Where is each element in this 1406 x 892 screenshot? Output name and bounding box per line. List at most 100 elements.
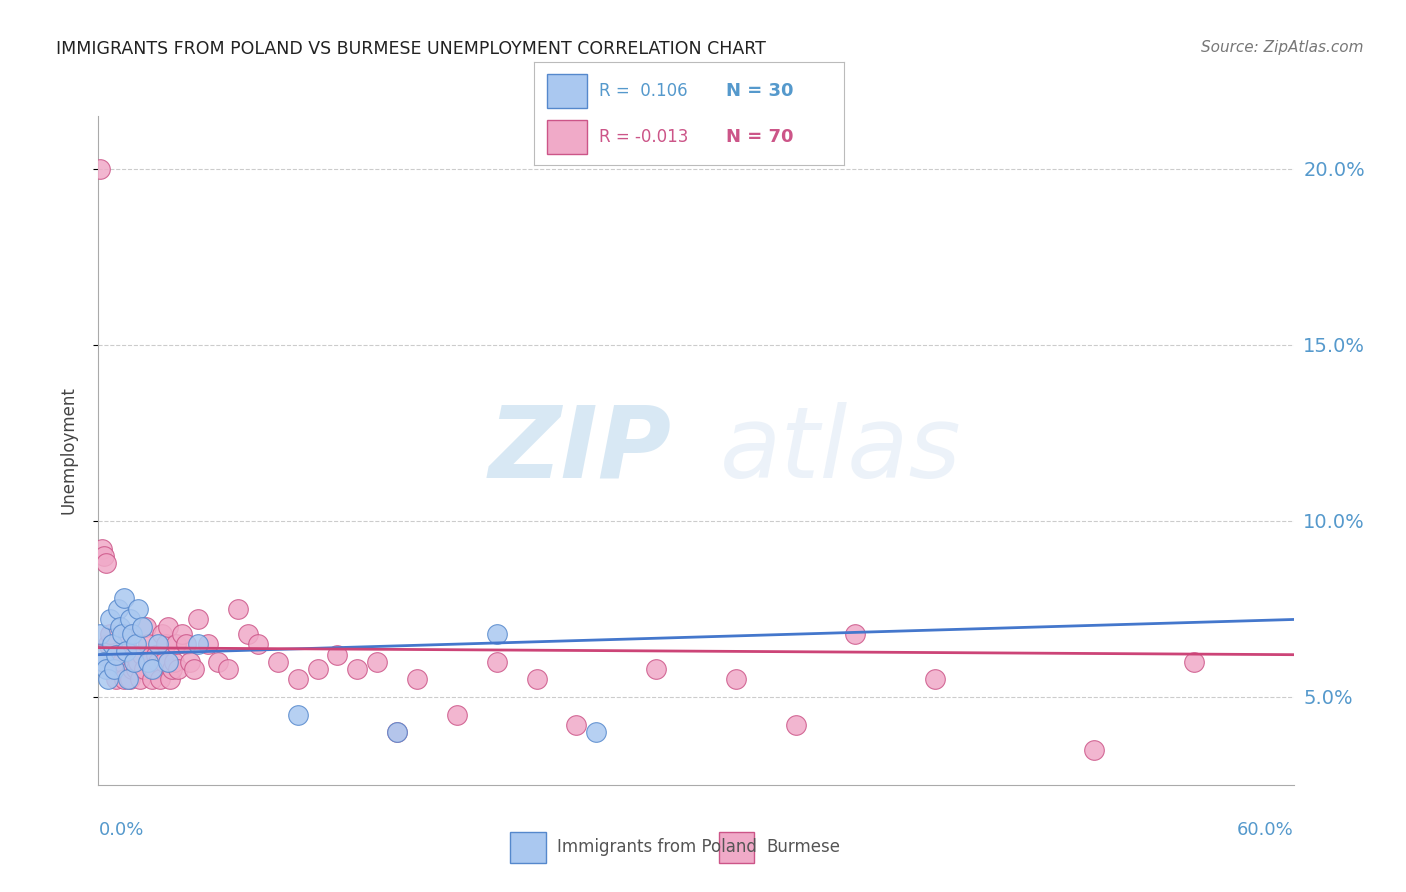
Point [446, 707, 468, 722]
Point [105, 673, 128, 687]
Point [159, 673, 181, 687]
Point [148, 655, 170, 669]
Text: 0.0%: 0.0% [98, 821, 143, 838]
Point [179, 655, 201, 669]
Text: Burmese: Burmese [766, 838, 839, 856]
Point [131, 619, 153, 633]
Point [485, 626, 508, 640]
Point [366, 655, 388, 669]
Text: R =  0.106: R = 0.106 [599, 82, 688, 100]
Text: IMMIGRANTS FROM POLAND VS BURMESE UNEMPLOYMENT CORRELATION CHART: IMMIGRANTS FROM POLAND VS BURMESE UNEMPL… [56, 40, 766, 58]
Text: ZIP: ZIP [489, 402, 672, 499]
Point [125, 662, 148, 676]
Point [207, 655, 229, 669]
Point [183, 662, 205, 676]
Point [149, 673, 172, 687]
Point [134, 662, 156, 676]
Point [385, 725, 409, 739]
Point [153, 655, 176, 669]
Text: Source: ZipAtlas.com: Source: ZipAtlas.com [1201, 40, 1364, 55]
Point [111, 626, 134, 640]
Point [139, 655, 162, 669]
Point [124, 648, 146, 662]
Point [111, 655, 134, 669]
Point [120, 673, 142, 687]
Y-axis label: Unemployment: Unemployment [59, 386, 77, 515]
Point [93, 655, 115, 669]
Point [121, 626, 143, 640]
Point [526, 673, 548, 687]
Point [287, 707, 309, 722]
Point [110, 619, 132, 633]
Point [125, 637, 148, 651]
Point [187, 637, 209, 651]
Point [172, 626, 194, 640]
Point [91, 542, 114, 557]
Point [326, 648, 349, 662]
Point [89, 161, 111, 176]
Point [287, 673, 309, 687]
Point [1182, 655, 1205, 669]
Point [187, 612, 209, 626]
FancyBboxPatch shape [510, 831, 546, 863]
Point [246, 637, 269, 651]
FancyBboxPatch shape [547, 74, 586, 108]
Point [112, 591, 135, 606]
Point [1083, 743, 1105, 757]
Point [197, 637, 219, 651]
Point [267, 655, 290, 669]
Point [100, 612, 122, 626]
Point [121, 662, 143, 676]
FancyBboxPatch shape [547, 120, 586, 153]
Point [135, 619, 157, 633]
Point [346, 662, 368, 676]
Point [127, 602, 149, 616]
Point [89, 626, 111, 640]
Text: R = -0.013: R = -0.013 [599, 128, 689, 145]
Point [585, 725, 607, 739]
Point [117, 626, 139, 640]
Point [93, 549, 115, 563]
Point [97, 637, 120, 651]
Point [217, 662, 239, 676]
Point [136, 637, 159, 651]
Text: N = 30: N = 30 [725, 82, 793, 100]
Point [112, 673, 135, 687]
Point [165, 637, 187, 651]
Text: N = 70: N = 70 [725, 128, 793, 145]
Point [96, 662, 118, 676]
Text: atlas: atlas [720, 402, 962, 499]
Point [150, 626, 173, 640]
Point [115, 644, 138, 658]
Point [124, 655, 146, 669]
Point [101, 637, 124, 651]
Point [163, 655, 186, 669]
Point [120, 612, 142, 626]
Point [157, 619, 180, 633]
Point [406, 673, 429, 687]
Point [105, 648, 128, 662]
Point [167, 662, 190, 676]
Point [226, 602, 249, 616]
Point [141, 662, 163, 676]
Point [101, 655, 124, 669]
Point [129, 673, 152, 687]
Point [160, 662, 183, 676]
Point [157, 655, 180, 669]
Point [91, 648, 114, 662]
Point [131, 648, 153, 662]
Point [565, 718, 588, 732]
Text: 60.0%: 60.0% [1237, 821, 1294, 838]
Point [385, 725, 409, 739]
Point [107, 648, 129, 662]
Point [307, 662, 329, 676]
Point [148, 637, 170, 651]
Point [97, 673, 120, 687]
Text: Immigrants from Poland: Immigrants from Poland [557, 838, 758, 856]
Point [117, 673, 139, 687]
Point [236, 626, 259, 640]
Point [485, 655, 508, 669]
Point [145, 648, 167, 662]
Point [844, 626, 866, 640]
Point [96, 556, 118, 570]
